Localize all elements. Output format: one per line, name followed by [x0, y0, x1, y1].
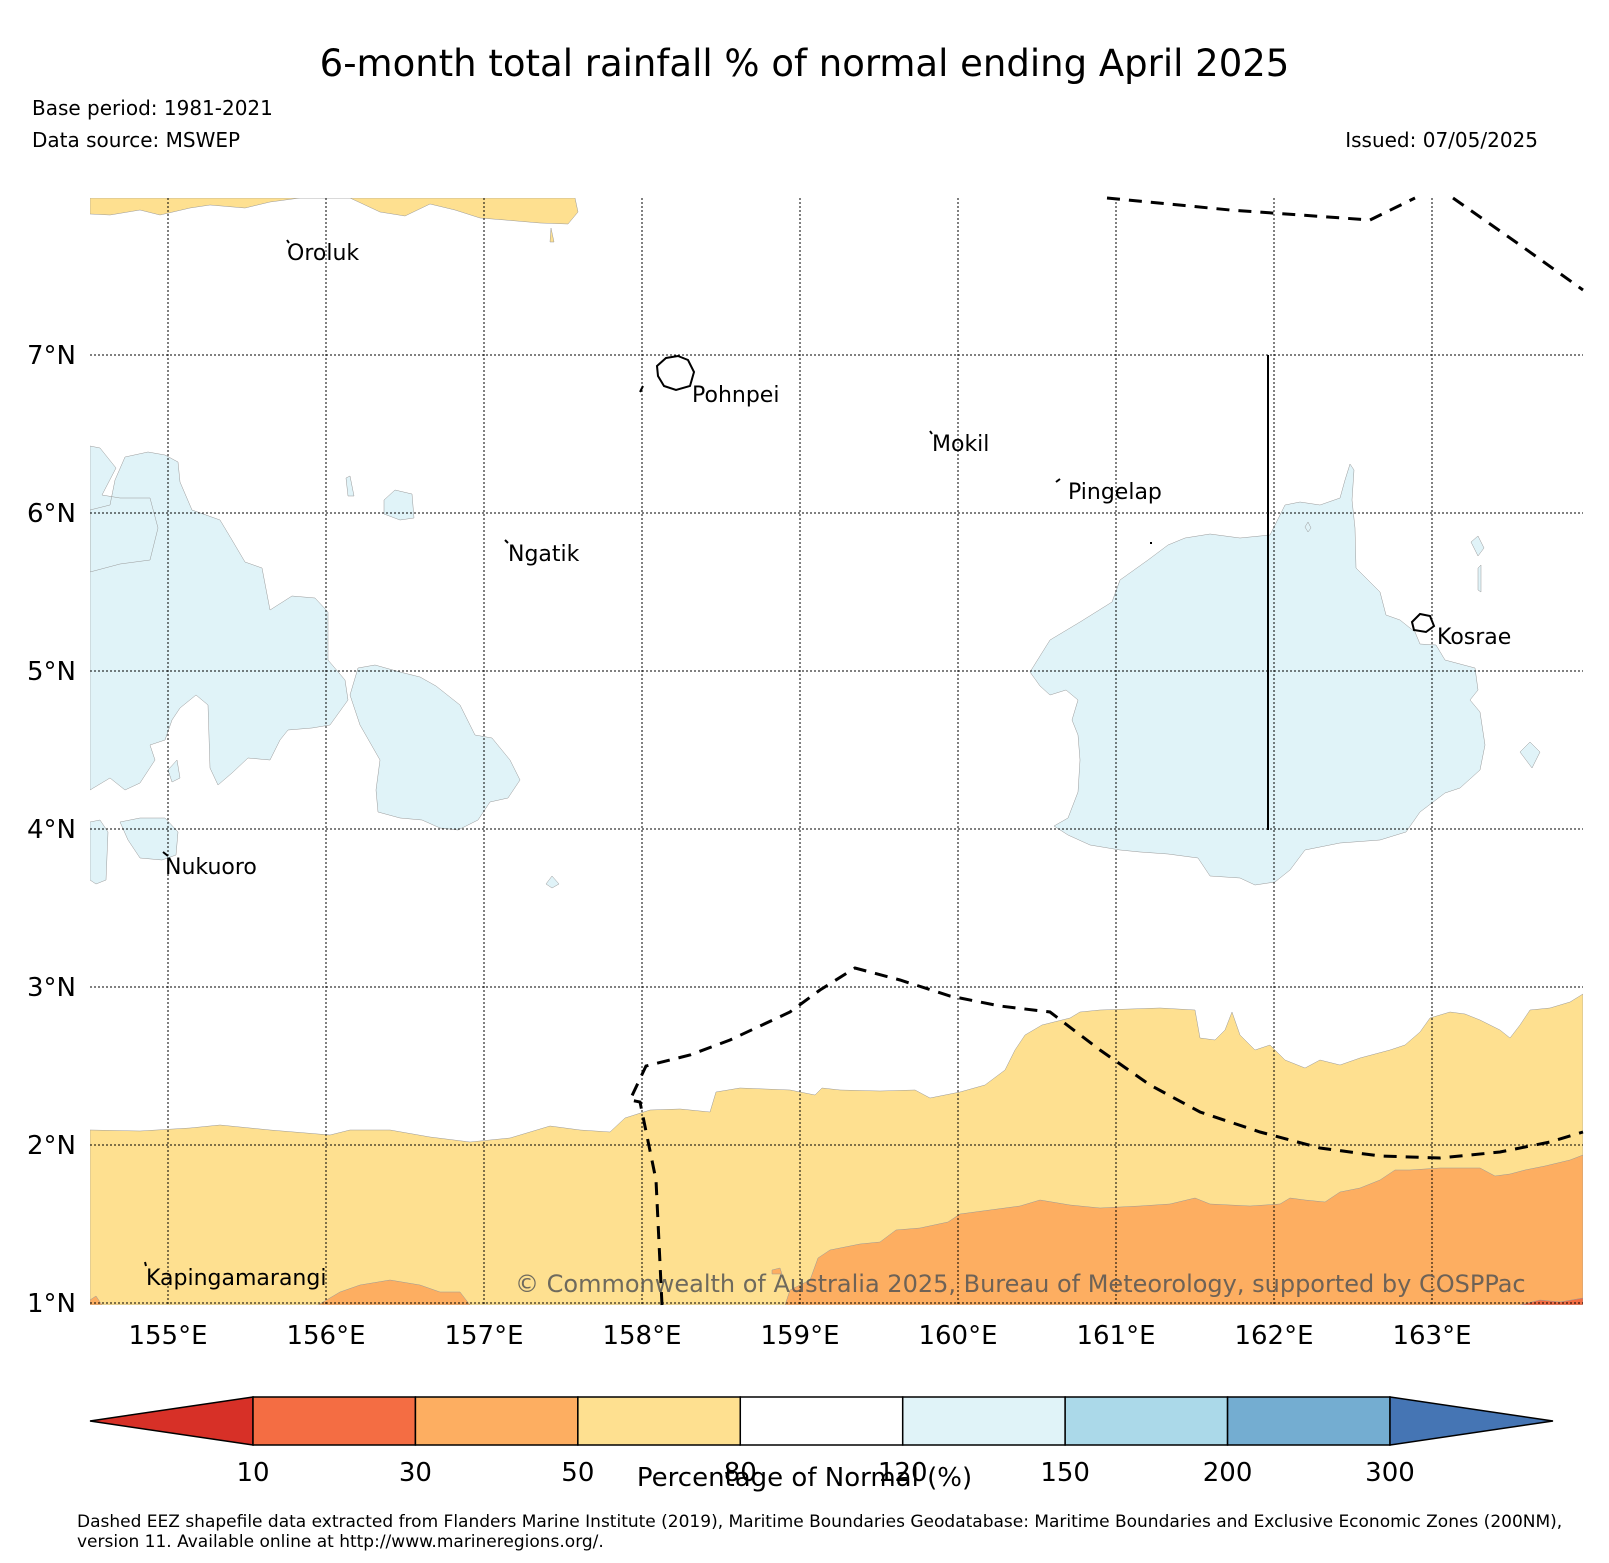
- rainfall-patch: [90, 819, 109, 885]
- copyright-text: © Commonwealth of Australia 2025, Bureau…: [515, 1270, 1526, 1298]
- rainfall-patch: [345, 475, 355, 497]
- graticule: [90, 198, 1583, 1305]
- colorbar-title: Percentage of Normal (%): [636, 1463, 973, 1493]
- latitude-label: 5°N: [27, 657, 76, 687]
- colorbar-segment: [1226, 1396, 1391, 1446]
- nukuoro-marker: [162, 851, 169, 857]
- longitude-label: 162°E: [1234, 1321, 1313, 1351]
- longitude-label: 157°E: [444, 1321, 523, 1351]
- colorbar: [89, 1396, 1554, 1446]
- rainfall-patch: [167, 759, 181, 783]
- rainfall-patch: [1477, 564, 1482, 593]
- colorbar-segment: [739, 1396, 904, 1446]
- longitude-label: 161°E: [1076, 1321, 1155, 1351]
- rainfall-patch: [1470, 535, 1485, 557]
- rainfall-area-east-blue: [1029, 463, 1486, 886]
- place-label-kosrae: Kosrae: [1437, 625, 1511, 650]
- colorbar-segment: [1064, 1396, 1229, 1446]
- colorbar-segment: [577, 1396, 742, 1446]
- longitude-label: 158°E: [602, 1321, 681, 1351]
- rainfall-area-west-blue: [90, 445, 349, 791]
- longitude-label: 163°E: [1392, 1321, 1471, 1351]
- issued-date: Issued: 07/05/2025: [1345, 128, 1538, 152]
- latitude-label: 6°N: [27, 499, 76, 529]
- colorbar-segment: [414, 1396, 579, 1446]
- colorbar-segment: [901, 1396, 1066, 1446]
- pingelap-marker: [1055, 478, 1061, 483]
- longitude-label: 159°E: [760, 1321, 839, 1351]
- pohnpei-island: [655, 354, 696, 392]
- rainfall-patch: [549, 227, 555, 243]
- place-label-nukuoro: Nukuoro: [165, 855, 257, 880]
- place-label-pohnpei: Pohnpei: [692, 383, 779, 408]
- atoll-markers: [144, 239, 1152, 1267]
- colorbar-extend-low: [89, 1396, 254, 1446]
- longitude-labels: 155°E 156°E 157°E 158°E 159°E 160°E 161°E 162°E…: [128, 1321, 1471, 1351]
- map-title: 6-month total rainfall % of normal endin…: [319, 42, 1290, 85]
- longitude-label: 155°E: [128, 1321, 207, 1351]
- place-label-pingelap: Pingelap: [1068, 480, 1162, 505]
- place-label-oroluk: Oroluk: [287, 241, 359, 266]
- rainfall-patch: [1519, 741, 1541, 769]
- data-source: Data source: MSWEP: [32, 128, 241, 152]
- latitude-label: 1°N: [27, 1289, 76, 1319]
- footnote: Dashed EEZ shapefile data extracted from…: [77, 1512, 1563, 1552]
- place-label-mokil: Mokil: [932, 432, 989, 457]
- ngatik-marker: [504, 539, 509, 544]
- rainfall-patch: [771, 1267, 783, 1275]
- rainfall-area-central-blue: [349, 664, 521, 831]
- oroluk-marker: [286, 239, 290, 244]
- eez-boundary-north: [1106, 196, 1584, 292]
- eez-boundaries: [627, 196, 1584, 1306]
- rainfall-patch: [545, 875, 560, 889]
- colorbar-tick-label: 50: [561, 1458, 594, 1488]
- rainfall-patch: [119, 817, 179, 861]
- base-period: Base period: 1981-2021: [32, 96, 273, 120]
- rainfall-area-north-yellow: [90, 198, 579, 225]
- colorbar-segment: [252, 1396, 417, 1446]
- pohnpei-islet-marker: [639, 385, 644, 393]
- latitude-label: 4°N: [27, 815, 76, 845]
- mokil-marker: [929, 430, 933, 435]
- eez-boundary-south: [627, 966, 1584, 1306]
- kosrae-island: [1410, 612, 1436, 634]
- rainfall-area-south-orange: [784, 1154, 1583, 1305]
- colorbar-tick-label: 30: [399, 1458, 432, 1488]
- place-label-ngatik: Ngatik: [508, 542, 580, 567]
- kapingamarangi-marker: [144, 1261, 147, 1267]
- colorbar-tick-label: 120: [878, 1458, 928, 1488]
- colorbar-tick-label: 150: [1040, 1458, 1090, 1488]
- rainfall-patch: [1304, 521, 1312, 533]
- colorbar-ticks: 10 30 50 80 120 150 200 300: [236, 1458, 1414, 1488]
- colorbar-tick-label: 10: [236, 1458, 269, 1488]
- place-label-kapingamarangi: Kapingamarangi: [146, 1266, 326, 1291]
- rainfall-patch: [317, 1279, 471, 1305]
- latitude-label: 3°N: [27, 973, 76, 1003]
- latitude-label: 7°N: [27, 341, 76, 371]
- longitude-label: 160°E: [918, 1321, 997, 1351]
- rainfall-patch: [383, 489, 415, 521]
- colorbar-extend-high: [1389, 1396, 1554, 1446]
- colorbar-tick-label: 200: [1203, 1458, 1253, 1488]
- latitude-labels: 7°N 6°N 5°N 4°N 3°N 2°N 1°N: [27, 341, 76, 1319]
- colorbar-tick-label: 80: [724, 1458, 757, 1488]
- latitude-label: 2°N: [27, 1131, 76, 1161]
- longitude-label: 156°E: [286, 1321, 365, 1351]
- colorbar-tick-label: 300: [1365, 1458, 1415, 1488]
